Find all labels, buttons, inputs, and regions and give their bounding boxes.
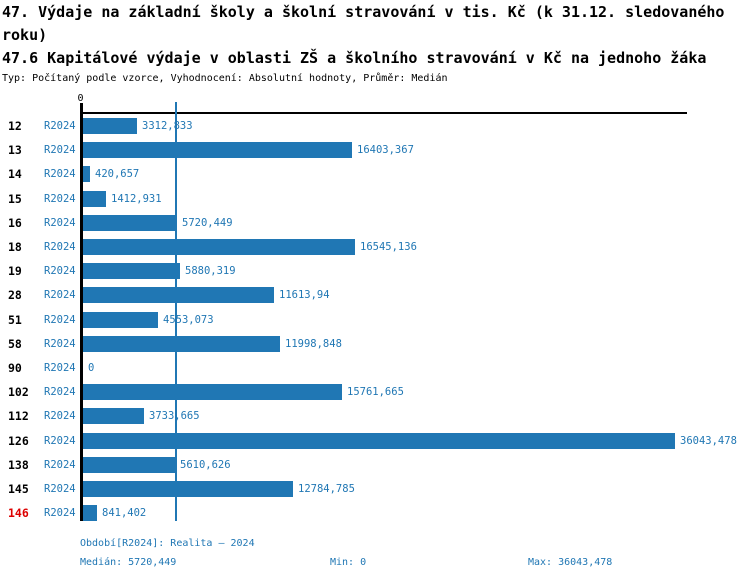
chart-row: 138 R2024 5610,626 [0, 453, 750, 477]
row-period-label: R2024 [44, 410, 76, 423]
bar-value-label: 4553,073 [163, 313, 214, 326]
row-category-label: 18 [8, 240, 22, 254]
chart-row: 14 R2024 420,657 [0, 162, 750, 186]
value-bar [83, 408, 144, 425]
value-bar [83, 166, 90, 183]
chart-row: 51 R2024 4553,073 [0, 308, 750, 332]
value-bar [83, 311, 158, 328]
chart-meta-line: Typ: Počítaný podle vzorce, Vyhodnocení:… [2, 73, 448, 84]
bar-chart: 0 12 R2024 3312,833 13 R2024 16403,367 14 R2024… [0, 90, 750, 532]
row-category-label: 12 [8, 119, 22, 133]
row-period-label: R2024 [44, 289, 76, 302]
row-category-label: 51 [8, 312, 22, 327]
value-bar [83, 481, 293, 497]
chart-row: 58 R2024 11998,848 [0, 332, 750, 356]
max-stat: Max: 36043,478 [528, 557, 613, 568]
bar-value-label: 3312,833 [142, 120, 193, 132]
value-bar [83, 214, 177, 231]
row-category-label: 126 [8, 433, 29, 448]
row-period-label: R2024 [44, 313, 76, 326]
chart-row: 126 R2024 36043,478 [0, 429, 750, 453]
row-category-label: 19 [8, 264, 22, 279]
bar-value-label: 0 [88, 362, 95, 374]
bar-value-label: 841,402 [102, 507, 147, 520]
chart-row: 102 R2024 15761,665 [0, 380, 750, 404]
median-line [175, 102, 177, 521]
bar-value-label: 11613,94 [279, 289, 330, 302]
bar-value-label: 15761,665 [347, 386, 404, 399]
row-category-label: 15 [8, 191, 22, 206]
chart-row: 13 R2024 16403,367 [0, 138, 750, 162]
report-header: 47. Výdaje na základní školy a školní st… [2, 1, 748, 86]
row-category-label: 112 [8, 409, 29, 424]
row-category-label: 16 [8, 215, 22, 230]
row-period-label: R2024 [44, 483, 76, 495]
row-period-label: R2024 [44, 362, 76, 374]
row-category-label: 13 [8, 143, 22, 158]
bar-value-label: 16403,367 [357, 144, 414, 157]
y-axis-line [80, 103, 83, 521]
row-period-label: R2024 [44, 192, 76, 205]
value-bar [83, 263, 180, 280]
row-period-label: R2024 [44, 337, 76, 350]
row-category-label: 102 [8, 385, 29, 400]
value-bar [83, 432, 675, 449]
value-bar [83, 335, 280, 352]
row-period-label: R2024 [44, 241, 76, 253]
chart-row: 90 R2024 0 [0, 356, 750, 380]
value-bar [83, 287, 274, 304]
chart-row: 18 R2024 16545,136 [0, 235, 750, 259]
bar-value-label: 16545,136 [360, 241, 417, 253]
value-bar [83, 239, 355, 255]
row-category-label: 145 [8, 482, 29, 496]
value-bar [83, 505, 97, 522]
bar-value-label: 420,657 [95, 168, 140, 181]
row-category-label: 146 [8, 506, 29, 521]
row-period-label: R2024 [44, 507, 76, 520]
row-period-label: R2024 [44, 386, 76, 399]
value-bar [83, 190, 106, 207]
median-stat: Medián: 5720,449 [80, 557, 177, 568]
x-axis-zero-tick-label: 0 [77, 93, 84, 104]
chart-row: 12 R2024 3312,833 [0, 114, 750, 138]
bar-value-label: 1412,931 [111, 192, 162, 205]
row-period-label: R2024 [44, 434, 76, 447]
chart-subtitle: 47.6 Kapitálové výdaje v oblasti ZŠ a šk… [2, 49, 707, 67]
row-category-label: 14 [8, 167, 22, 182]
chart-rows: 12 R2024 3312,833 13 R2024 16403,367 14 R2024 42… [0, 114, 750, 526]
chart-row: 16 R2024 5720,449 [0, 211, 750, 235]
bar-value-label: 3733,665 [149, 410, 200, 423]
row-category-label: 28 [8, 288, 22, 303]
bar-value-label: 11998,848 [285, 337, 342, 350]
chart-row: 112 R2024 3733,665 [0, 404, 750, 428]
value-bar [83, 118, 137, 134]
chart-row: 28 R2024 11613,94 [0, 283, 750, 307]
value-bar [83, 456, 175, 473]
bar-value-label: 5720,449 [182, 216, 233, 229]
row-category-label: 90 [8, 361, 22, 375]
row-period-label: R2024 [44, 458, 76, 471]
bar-value-label: 5880,319 [185, 265, 236, 278]
row-period-label: R2024 [44, 144, 76, 157]
x-axis-line [80, 112, 687, 114]
row-category-label: 58 [8, 336, 22, 351]
report-title: 47. Výdaje na základní školy a školní st… [2, 3, 725, 44]
value-bar [83, 384, 342, 401]
bar-value-label: 36043,478 [680, 434, 737, 447]
row-period-label: R2024 [44, 168, 76, 181]
row-period-label: R2024 [44, 265, 76, 278]
bar-value-label: 12784,785 [298, 483, 355, 495]
min-stat: Min: 0 [330, 557, 367, 568]
row-period-label: R2024 [44, 120, 76, 132]
row-category-label: 138 [8, 457, 29, 472]
chart-row: 19 R2024 5880,319 [0, 259, 750, 283]
period-legend: Období[R2024]: Realita – 2024 [80, 538, 255, 549]
row-period-label: R2024 [44, 216, 76, 229]
value-bar [83, 142, 352, 159]
chart-row: 145 R2024 12784,785 [0, 477, 750, 501]
chart-row: 15 R2024 1412,931 [0, 187, 750, 211]
bar-value-label: 5610,626 [180, 458, 231, 471]
chart-row: 146 R2024 841,402 [0, 501, 750, 525]
